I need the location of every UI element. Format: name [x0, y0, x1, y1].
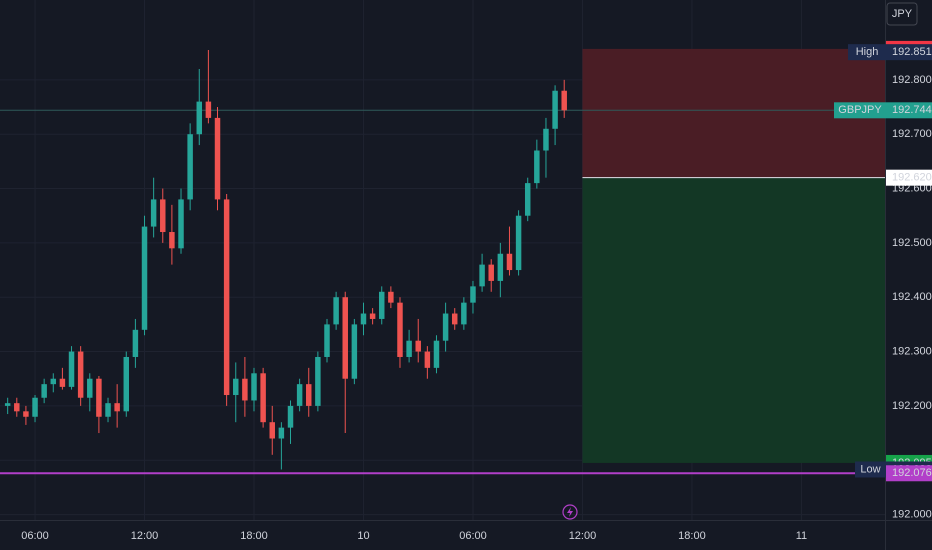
candle-body — [77, 351, 84, 398]
candle-body — [105, 403, 111, 417]
price-badge-label: 192.744 — [892, 104, 932, 116]
y-tick-label: 192.400 — [892, 291, 932, 303]
candle-body — [23, 411, 29, 417]
x-tick-label: 18:00 — [678, 530, 706, 542]
candle-body — [451, 313, 458, 325]
candle-body — [169, 232, 175, 249]
candle-body — [470, 286, 476, 303]
bolt[interactable] — [567, 507, 573, 517]
stop-zone — [582, 177, 885, 463]
price-badge — [886, 44, 932, 61]
price-badge-label: 192.076 — [892, 467, 932, 479]
y-tick-label: 192.500 — [892, 237, 932, 249]
candle-body — [160, 199, 166, 233]
candle-body — [278, 427, 285, 439]
candle-body — [196, 101, 202, 135]
candle-body — [178, 199, 184, 249]
candle-body — [552, 90, 558, 129]
candle-body — [424, 351, 431, 368]
y-tick-label: 192.800 — [892, 74, 932, 86]
candle-body — [461, 302, 467, 325]
candle-body — [506, 253, 513, 271]
candle-body — [333, 297, 339, 325]
candle-body — [351, 324, 358, 379]
candle-body — [233, 378, 239, 396]
price-badge-name-box — [848, 44, 886, 61]
bolt-circle[interactable] — [562, 504, 578, 520]
candle-body — [114, 403, 120, 412]
price-badge — [886, 465, 932, 482]
candle-body — [4, 403, 11, 406]
candle-body — [96, 378, 102, 417]
candle-body — [296, 384, 303, 406]
price-badge-name-box — [855, 461, 886, 478]
candle-body — [242, 378, 248, 401]
candle-body — [269, 422, 275, 439]
price-badge-name-box — [834, 102, 886, 119]
candle-body — [251, 373, 257, 401]
x-tick-label: 12:00 — [131, 530, 159, 542]
y-tick-label: 192.700 — [892, 128, 932, 140]
candle-body — [14, 403, 20, 412]
candle-body — [342, 297, 348, 379]
candle-body — [378, 291, 385, 319]
candle-body — [141, 226, 148, 330]
bolt-icon[interactable] — [562, 504, 578, 520]
candle-body — [369, 313, 376, 319]
candle-body — [433, 340, 440, 368]
candle-body — [397, 302, 403, 357]
x-tick-label: 11 — [796, 530, 807, 542]
currency-button[interactable] — [886, 2, 918, 26]
price-badge — [886, 102, 932, 119]
candle-body — [41, 384, 47, 398]
price-badge-label: 192.620 — [892, 172, 932, 184]
candle-body — [205, 101, 212, 118]
candle-body — [59, 378, 66, 387]
candle-body — [415, 340, 421, 352]
y-tick-label: 192.200 — [892, 400, 932, 412]
y-tick-label: 192.000 — [892, 508, 932, 520]
candle-body — [68, 351, 75, 387]
price-badge-name: High — [856, 46, 879, 58]
candle-body — [324, 324, 330, 357]
candle-body — [543, 128, 549, 151]
candle-body — [187, 134, 193, 200]
price-badge-name: Low — [860, 463, 880, 475]
candle-body — [406, 340, 412, 357]
price-badge-label: 192.851 — [892, 46, 932, 58]
candle-body — [87, 378, 93, 398]
candle-body — [388, 291, 394, 303]
x-tick-label: 06:00 — [459, 530, 487, 542]
candle-body — [214, 117, 221, 200]
x-tick-label: 10 — [357, 530, 369, 542]
candle-body — [442, 313, 449, 341]
candle-body — [123, 356, 130, 412]
candle-body — [306, 384, 312, 406]
candle-body — [360, 313, 367, 325]
currency[interactable]: JPY — [892, 8, 913, 20]
candle-body — [50, 378, 57, 385]
candle-body — [488, 264, 494, 281]
candle-body — [150, 199, 157, 227]
candle-body — [515, 215, 522, 271]
candle-body — [287, 405, 294, 428]
candle-body — [32, 397, 38, 417]
candle-body — [479, 264, 485, 287]
x-tick-label: 06:00 — [21, 530, 49, 542]
candle-body — [132, 329, 139, 357]
candle-body — [260, 373, 266, 423]
candle-body — [524, 183, 531, 216]
x-tick-label: 12:00 — [569, 530, 597, 542]
candle-body — [561, 90, 567, 111]
candle-body — [534, 150, 540, 184]
y-tick-label: 192.300 — [892, 345, 932, 357]
candle-body — [223, 199, 230, 396]
x-tick-label: 18:00 — [240, 530, 268, 542]
candle-body — [497, 253, 504, 281]
candle-body — [315, 356, 321, 406]
price-badge-name: GBPJPY — [838, 104, 882, 116]
price-badge — [886, 169, 932, 186]
